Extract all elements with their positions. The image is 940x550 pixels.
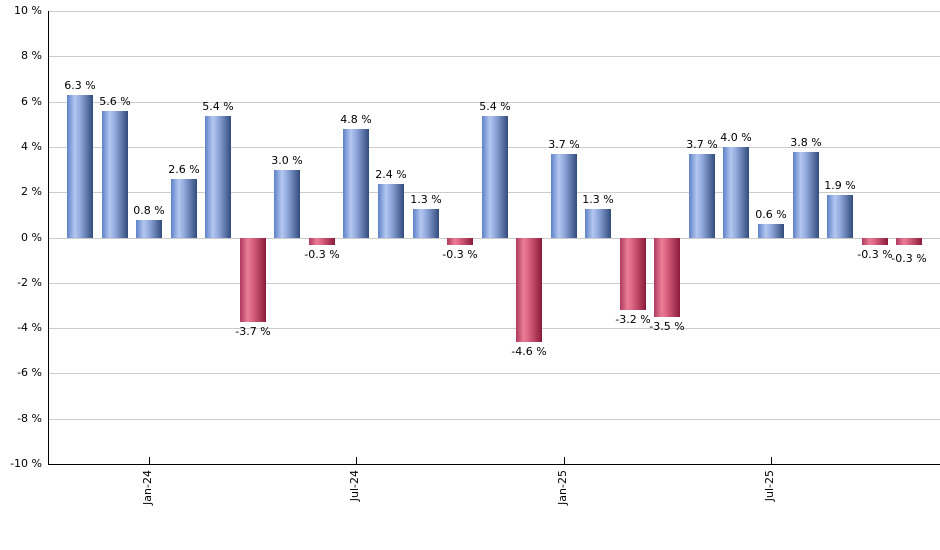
y-axis-tick-label: -8 % xyxy=(17,412,42,425)
bar-negative xyxy=(620,238,646,310)
bar-value-label: 4.8 % xyxy=(340,113,372,126)
bar-positive xyxy=(758,224,784,238)
bar-positive xyxy=(378,184,404,238)
bar-positive xyxy=(793,152,819,238)
gridline xyxy=(48,238,940,239)
bar-value-label: -3.5 % xyxy=(649,320,685,333)
bar-value-label: 0.6 % xyxy=(755,208,787,221)
gridline xyxy=(48,102,940,103)
y-axis-tick-label: 2 % xyxy=(21,185,42,198)
bar-negative xyxy=(654,238,680,317)
x-axis-tick-label: Jan-25 xyxy=(556,470,569,505)
bar-value-label: 1.9 % xyxy=(824,179,856,192)
bar-positive xyxy=(827,195,853,238)
bar-negative xyxy=(240,238,266,322)
gridline xyxy=(48,56,940,57)
gridline xyxy=(48,419,940,420)
y-axis-tick-label: 4 % xyxy=(21,140,42,153)
y-axis-tick-label: 10 % xyxy=(14,4,42,17)
bar-value-label: 3.0 % xyxy=(271,154,303,167)
x-axis-tick xyxy=(356,457,357,464)
x-axis-line xyxy=(48,464,940,465)
bar-positive xyxy=(274,170,300,238)
bar-positive xyxy=(482,116,508,238)
bar-value-label: 3.7 % xyxy=(686,138,718,151)
y-axis-tick-label: 6 % xyxy=(21,95,42,108)
bar-positive xyxy=(205,116,231,238)
bar-positive xyxy=(689,154,715,238)
bar-positive xyxy=(723,147,749,238)
bar-negative xyxy=(516,238,542,342)
y-axis-line xyxy=(48,11,49,465)
bar-value-label: 1.3 % xyxy=(582,193,614,206)
bar-value-label: -3.7 % xyxy=(235,325,271,338)
y-axis-tick-label: -6 % xyxy=(17,366,42,379)
x-axis-tick xyxy=(149,457,150,464)
bar-positive xyxy=(585,209,611,238)
bar-value-label: 2.6 % xyxy=(168,163,200,176)
bar-positive xyxy=(171,179,197,238)
bar-positive xyxy=(413,209,439,238)
x-axis-tick xyxy=(564,457,565,464)
bar-value-label: -0.3 % xyxy=(442,248,478,261)
bar-value-label: 5.4 % xyxy=(202,100,234,113)
x-axis-tick-label: Jul-25 xyxy=(763,470,776,502)
y-axis-tick-label: -10 % xyxy=(10,457,42,470)
y-axis-tick-label: 0 % xyxy=(21,231,42,244)
y-axis-tick-label: -4 % xyxy=(17,321,42,334)
bar-positive xyxy=(551,154,577,238)
gridline xyxy=(48,11,940,12)
bar-value-label: 2.4 % xyxy=(375,168,407,181)
gridline xyxy=(48,283,940,284)
bar-negative xyxy=(309,238,335,245)
bar-negative xyxy=(447,238,473,245)
bar-value-label: 3.8 % xyxy=(790,136,822,149)
bar-value-label: 1.3 % xyxy=(410,193,442,206)
bar-value-label: -0.3 % xyxy=(891,252,927,265)
bar-value-label: -0.3 % xyxy=(304,248,340,261)
bar-negative xyxy=(862,238,888,245)
x-axis-tick xyxy=(771,457,772,464)
x-axis-tick-label: Jan-24 xyxy=(141,470,154,505)
bar-negative xyxy=(896,238,922,245)
bar-positive xyxy=(67,95,93,238)
y-axis-tick-label: 8 % xyxy=(21,49,42,62)
y-axis-tick-label: -2 % xyxy=(17,276,42,289)
bar-value-label: -4.6 % xyxy=(511,345,547,358)
bar-value-label: -3.2 % xyxy=(615,313,651,326)
x-axis-tick-label: Jul-24 xyxy=(348,470,361,502)
bar-positive xyxy=(102,111,128,238)
bar-positive xyxy=(343,129,369,238)
bar-value-label: 5.6 % xyxy=(99,95,131,108)
bar-value-label: 6.3 % xyxy=(64,79,96,92)
bar-positive xyxy=(136,220,162,238)
bar-value-label: -0.3 % xyxy=(857,248,893,261)
bar-value-label: 4.0 % xyxy=(720,131,752,144)
gridline xyxy=(48,373,940,374)
bar-value-label: 3.7 % xyxy=(548,138,580,151)
gridline xyxy=(48,328,940,329)
bar-value-label: 0.8 % xyxy=(133,204,165,217)
bar-value-label: 5.4 % xyxy=(479,100,511,113)
